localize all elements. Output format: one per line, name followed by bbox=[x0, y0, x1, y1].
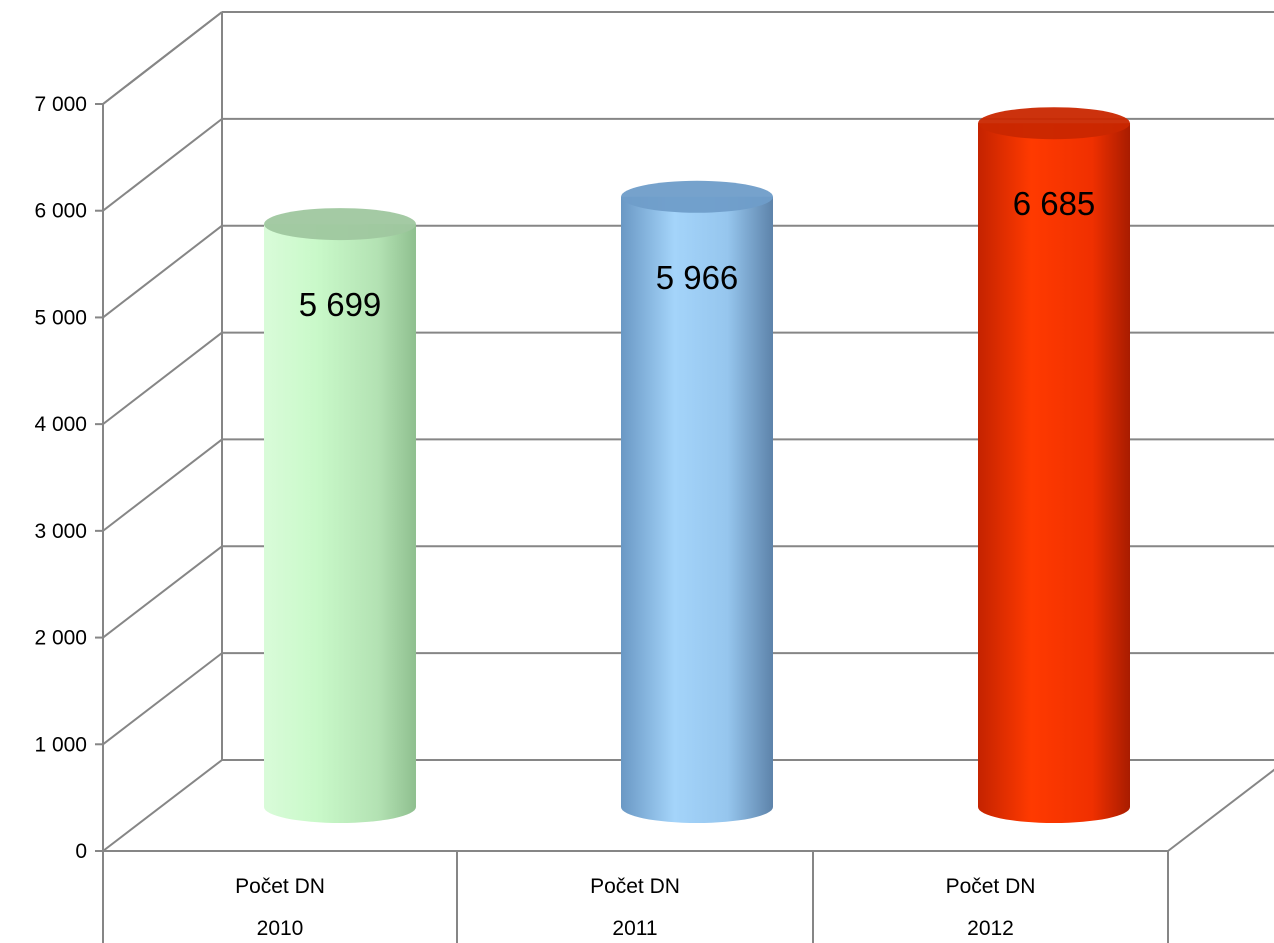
y-tick-label: 5 000 bbox=[34, 306, 87, 329]
x-category-label: Počet DN bbox=[946, 875, 1036, 898]
y-tick-label: 6 000 bbox=[34, 200, 87, 223]
data-label: 6 685 bbox=[1013, 185, 1096, 222]
x-category-year: 2011 bbox=[612, 917, 657, 940]
x-category-year: 2010 bbox=[257, 917, 304, 940]
y-tick-label: 7 000 bbox=[34, 93, 87, 116]
y-tick-label: 2 000 bbox=[34, 627, 87, 650]
x-category-label: Počet DN bbox=[590, 875, 680, 898]
x-category-year: 2012 bbox=[967, 917, 1014, 940]
y-tick-label: 1 000 bbox=[34, 733, 87, 756]
floor-right-edge bbox=[1168, 760, 1274, 851]
y-axis: 0 1 000 2 000 3 000 4 000 5 000 6 000 7 000 bbox=[34, 93, 103, 863]
x-axis: Počet DN 2010 Počet DN 2011 Počet DN 2012 bbox=[103, 851, 1168, 943]
bars bbox=[264, 107, 1130, 823]
x-category-label: Počet DN bbox=[235, 875, 325, 898]
data-label: 5 699 bbox=[299, 286, 382, 323]
gridline bbox=[103, 12, 222, 104]
y-tick-label: 4 000 bbox=[34, 413, 87, 436]
y-tick-label: 3 000 bbox=[34, 520, 87, 543]
gridline bbox=[103, 12, 1274, 104]
data-label: 5 966 bbox=[656, 259, 739, 296]
y-tick-label: 0 bbox=[75, 840, 87, 863]
